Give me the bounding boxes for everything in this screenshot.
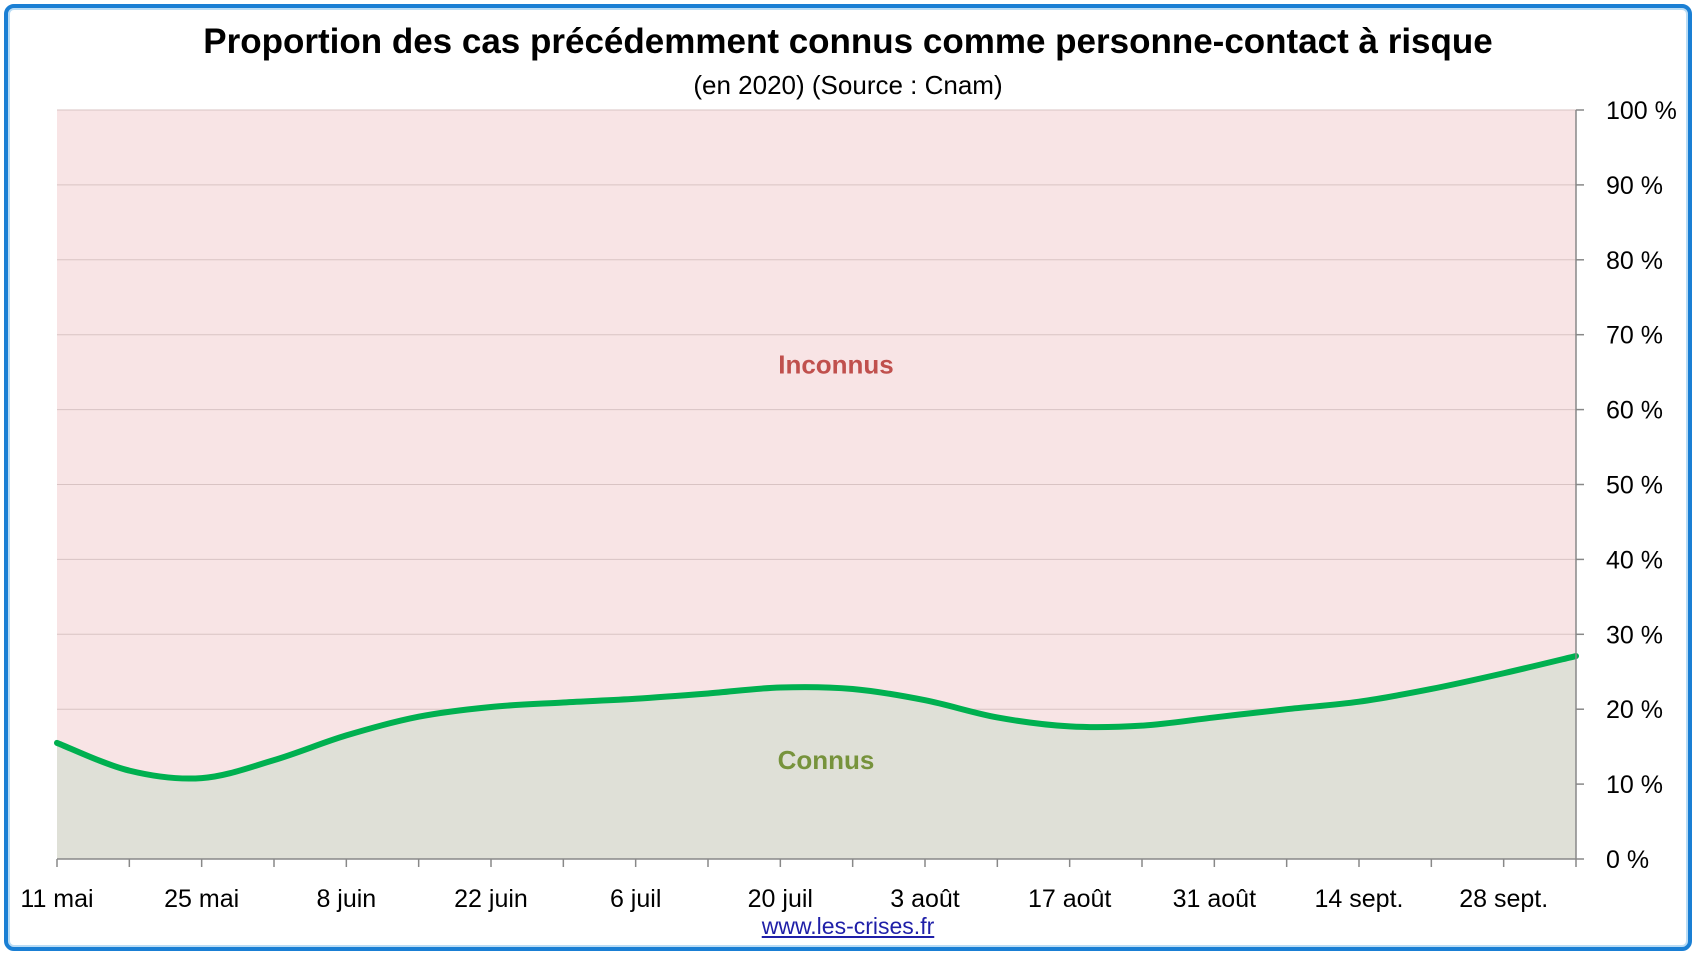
areas — [54, 653, 1579, 859]
x-tick-label: 31 août — [1173, 885, 1256, 913]
footer: www.les-crises.fr — [0, 913, 1696, 940]
y-tick-label: 20 % — [1606, 696, 1663, 724]
y-tick-label: 50 % — [1606, 472, 1663, 500]
y-tick-label: 40 % — [1606, 546, 1663, 574]
x-tick-label: 20 juil — [748, 885, 813, 913]
x-tick-label: 22 juin — [454, 885, 528, 913]
x-tick-label: 3 août — [890, 885, 960, 913]
y-tick-label: 60 % — [1606, 397, 1663, 425]
y-tick-label: 0 % — [1606, 846, 1649, 874]
y-tick-label: 70 % — [1606, 322, 1663, 350]
connus-label: Connus — [778, 745, 875, 775]
y-tick-label: 100 % — [1606, 97, 1677, 125]
x-tick-label: 28 sept. — [1459, 885, 1548, 913]
y-tick-label: 30 % — [1606, 621, 1663, 649]
chart-subtitle: (en 2020) (Source : Cnam) — [693, 70, 1003, 100]
axes: 11 mai 25 mai 8 juin 22 juin 6 juil 20 juil 3 … — [20, 97, 1676, 913]
y-tick-label: 10 % — [1606, 771, 1663, 799]
labels: Inconnus Connus — [778, 350, 894, 775]
x-tick-label: 14 sept. — [1315, 885, 1404, 913]
y-tick-label: 90 % — [1606, 172, 1663, 200]
y-tick-label: 80 % — [1606, 247, 1663, 275]
x-tick-label: 6 juil — [610, 885, 661, 913]
connus-line — [54, 653, 1579, 782]
x-tick-label: 25 mai — [164, 885, 239, 913]
chart-title: Proportion des cas précédemment connus c… — [203, 22, 1493, 61]
inconnus-label: Inconnus — [778, 350, 894, 380]
x-tick-label: 8 juin — [316, 885, 376, 913]
x-tick-label: 17 août — [1028, 885, 1111, 913]
x-tick-label: 11 mai — [20, 885, 93, 913]
source-link[interactable]: www.les-crises.fr — [761, 913, 935, 939]
connus-area — [57, 656, 1576, 859]
